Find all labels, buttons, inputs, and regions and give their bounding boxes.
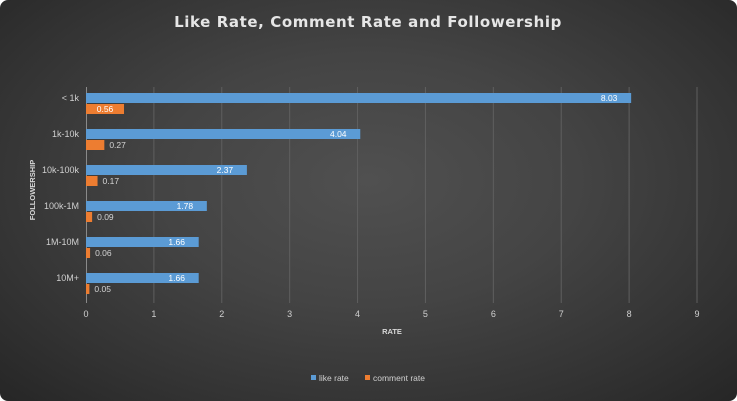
comment-rate-label: 0.05 <box>94 284 111 294</box>
x-tick-label: 1 <box>151 309 156 319</box>
x-tick-label: 6 <box>491 309 496 319</box>
legend-label-like-rate: like rate <box>319 373 349 383</box>
x-tick-label: 5 <box>423 309 428 319</box>
comment-rate-bar <box>86 176 98 186</box>
legend: like rate comment rate <box>311 373 425 383</box>
comment-rate-bar <box>86 104 125 114</box>
y-tick-label: 10k-100k <box>42 165 80 175</box>
legend-swatch-like-rate <box>311 375 316 380</box>
x-tick-label: 3 <box>287 309 292 319</box>
y-tick-label: 1k-10k <box>52 129 80 139</box>
y-tick-label: 1M-10M <box>46 237 79 247</box>
like-rate-bar <box>86 165 247 175</box>
comment-rate-bar <box>86 212 93 222</box>
x-tick-label: 7 <box>559 309 564 319</box>
like-rate-label: 1.66 <box>168 237 185 247</box>
bars: 8.03 0.56 4.04 0.27 2.37 0.17 1.78 0.09 1.66 0.06… <box>86 93 632 294</box>
x-tick-label: 2 <box>219 309 224 319</box>
like-rate-bar <box>86 93 632 103</box>
comment-rate-label: 0.09 <box>97 212 114 222</box>
gridlines <box>86 87 698 303</box>
chart-title: Like Rate, Comment Rate and Followership <box>174 13 562 31</box>
y-tick-label: 10M+ <box>56 273 79 283</box>
y-tick-label: 100k-1M <box>44 201 79 211</box>
comment-rate-label: 0.17 <box>103 176 120 186</box>
legend-label-comment-rate: comment rate <box>373 373 425 383</box>
like-rate-bar <box>86 273 199 283</box>
legend-swatch-comment-rate <box>365 375 370 380</box>
y-axis-ticks: < 1k 1k-10k 10k-100k 100k-1M 1M-10M 10M+ <box>42 93 80 283</box>
comment-rate-bar <box>86 140 105 150</box>
like-rate-label: 1.66 <box>168 273 185 283</box>
like-rate-bar <box>86 129 361 139</box>
x-tick-label: 0 <box>83 309 88 319</box>
x-axis-title: RATE <box>382 327 402 336</box>
like-rate-label: 8.03 <box>601 93 618 103</box>
x-tick-label: 8 <box>627 309 632 319</box>
like-rate-bar <box>86 237 199 247</box>
x-tick-label: 4 <box>355 309 360 319</box>
comment-rate-label: 0.06 <box>95 248 112 258</box>
comment-rate-bar <box>86 284 90 294</box>
x-tick-label: 9 <box>694 309 699 319</box>
y-tick-label: < 1k <box>62 93 80 103</box>
like-rate-bar <box>86 201 207 211</box>
comment-rate-label: 0.27 <box>109 140 126 150</box>
like-rate-label: 4.04 <box>330 129 347 139</box>
like-rate-label: 1.78 <box>177 201 194 211</box>
comment-rate-label: 0.56 <box>97 104 114 114</box>
x-axis-ticks: 0 1 2 3 4 5 6 7 8 9 <box>83 309 699 319</box>
comment-rate-bar <box>86 248 91 258</box>
like-rate-label: 2.37 <box>217 165 234 175</box>
y-axis-title: FOLLOWERSHIP <box>28 160 37 220</box>
